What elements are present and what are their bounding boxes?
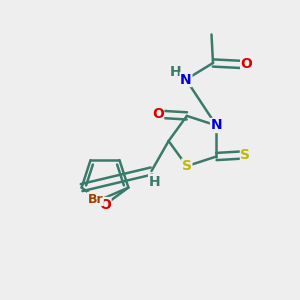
Text: S: S xyxy=(241,148,250,162)
Text: O: O xyxy=(152,107,164,122)
Text: S: S xyxy=(182,159,192,173)
Text: O: O xyxy=(99,198,111,212)
Text: H: H xyxy=(170,65,181,79)
Text: N: N xyxy=(180,73,192,86)
Text: N: N xyxy=(211,118,222,133)
Text: Br: Br xyxy=(88,193,103,206)
Text: H: H xyxy=(149,175,160,188)
Text: O: O xyxy=(241,58,253,71)
